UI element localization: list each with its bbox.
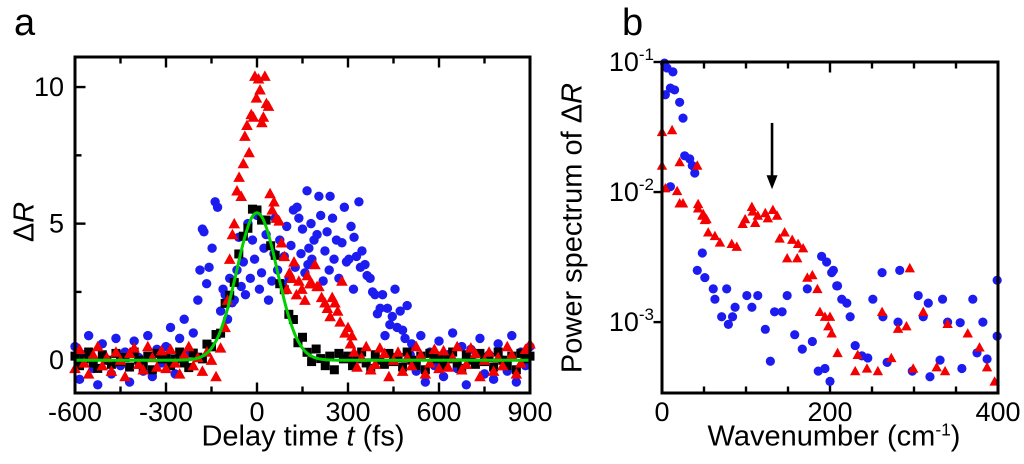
panel-b-yaxis-title: Power spectrum of ΔR [556,82,589,374]
svg-text:400: 400 [975,397,1020,427]
panel-b-series-blue-circles [659,58,1002,386]
svg-text:300: 300 [325,397,370,427]
svg-text:600: 600 [416,397,461,427]
panel-a-fit-curve [73,211,532,362]
panel-a-letter: a [14,2,36,44]
panel-b-ticks [653,60,1000,392]
svg-text:-300: -300 [139,397,193,427]
panel-a-yaxis-title: ΔR [8,201,41,243]
panel-b-frame [660,60,1000,395]
panel-a-frame [73,55,532,395]
svg-text:10-3: 10-3 [609,305,654,337]
panel-b-xaxis-title: Wavenumber (cm-1) [707,419,961,453]
panel-b-annotation-arrow [766,122,778,190]
panel-a-tick-labels: -600 -300 0 300 600 900 0 5 10 [34,72,553,427]
svg-text:0: 0 [654,397,669,427]
svg-text:10-2: 10-2 [609,175,654,207]
svg-text:10-1: 10-1 [609,45,654,77]
svg-text:0: 0 [49,345,64,375]
panel-b-tick-labels: 0 200 400 10-1 10-2 10-3 [609,45,1021,427]
svg-text:10: 10 [34,72,64,102]
svg-text:0: 0 [249,397,264,427]
svg-text:900: 900 [507,397,552,427]
panel-a-series-red-triangles [69,70,536,382]
panel-a: -600 -300 0 300 600 900 0 5 10 [34,55,553,427]
svg-text:5: 5 [49,209,64,239]
svg-text:200: 200 [807,397,852,427]
panel-b: 0 200 400 10-1 10-2 10-3 [609,45,1021,427]
panel-b-letter: b [622,2,644,44]
panel-a-xaxis-title: Delay time t (fs) [201,420,405,453]
panel-b-series-red-triangles [656,124,1000,386]
svg-text:-600: -600 [48,397,102,427]
